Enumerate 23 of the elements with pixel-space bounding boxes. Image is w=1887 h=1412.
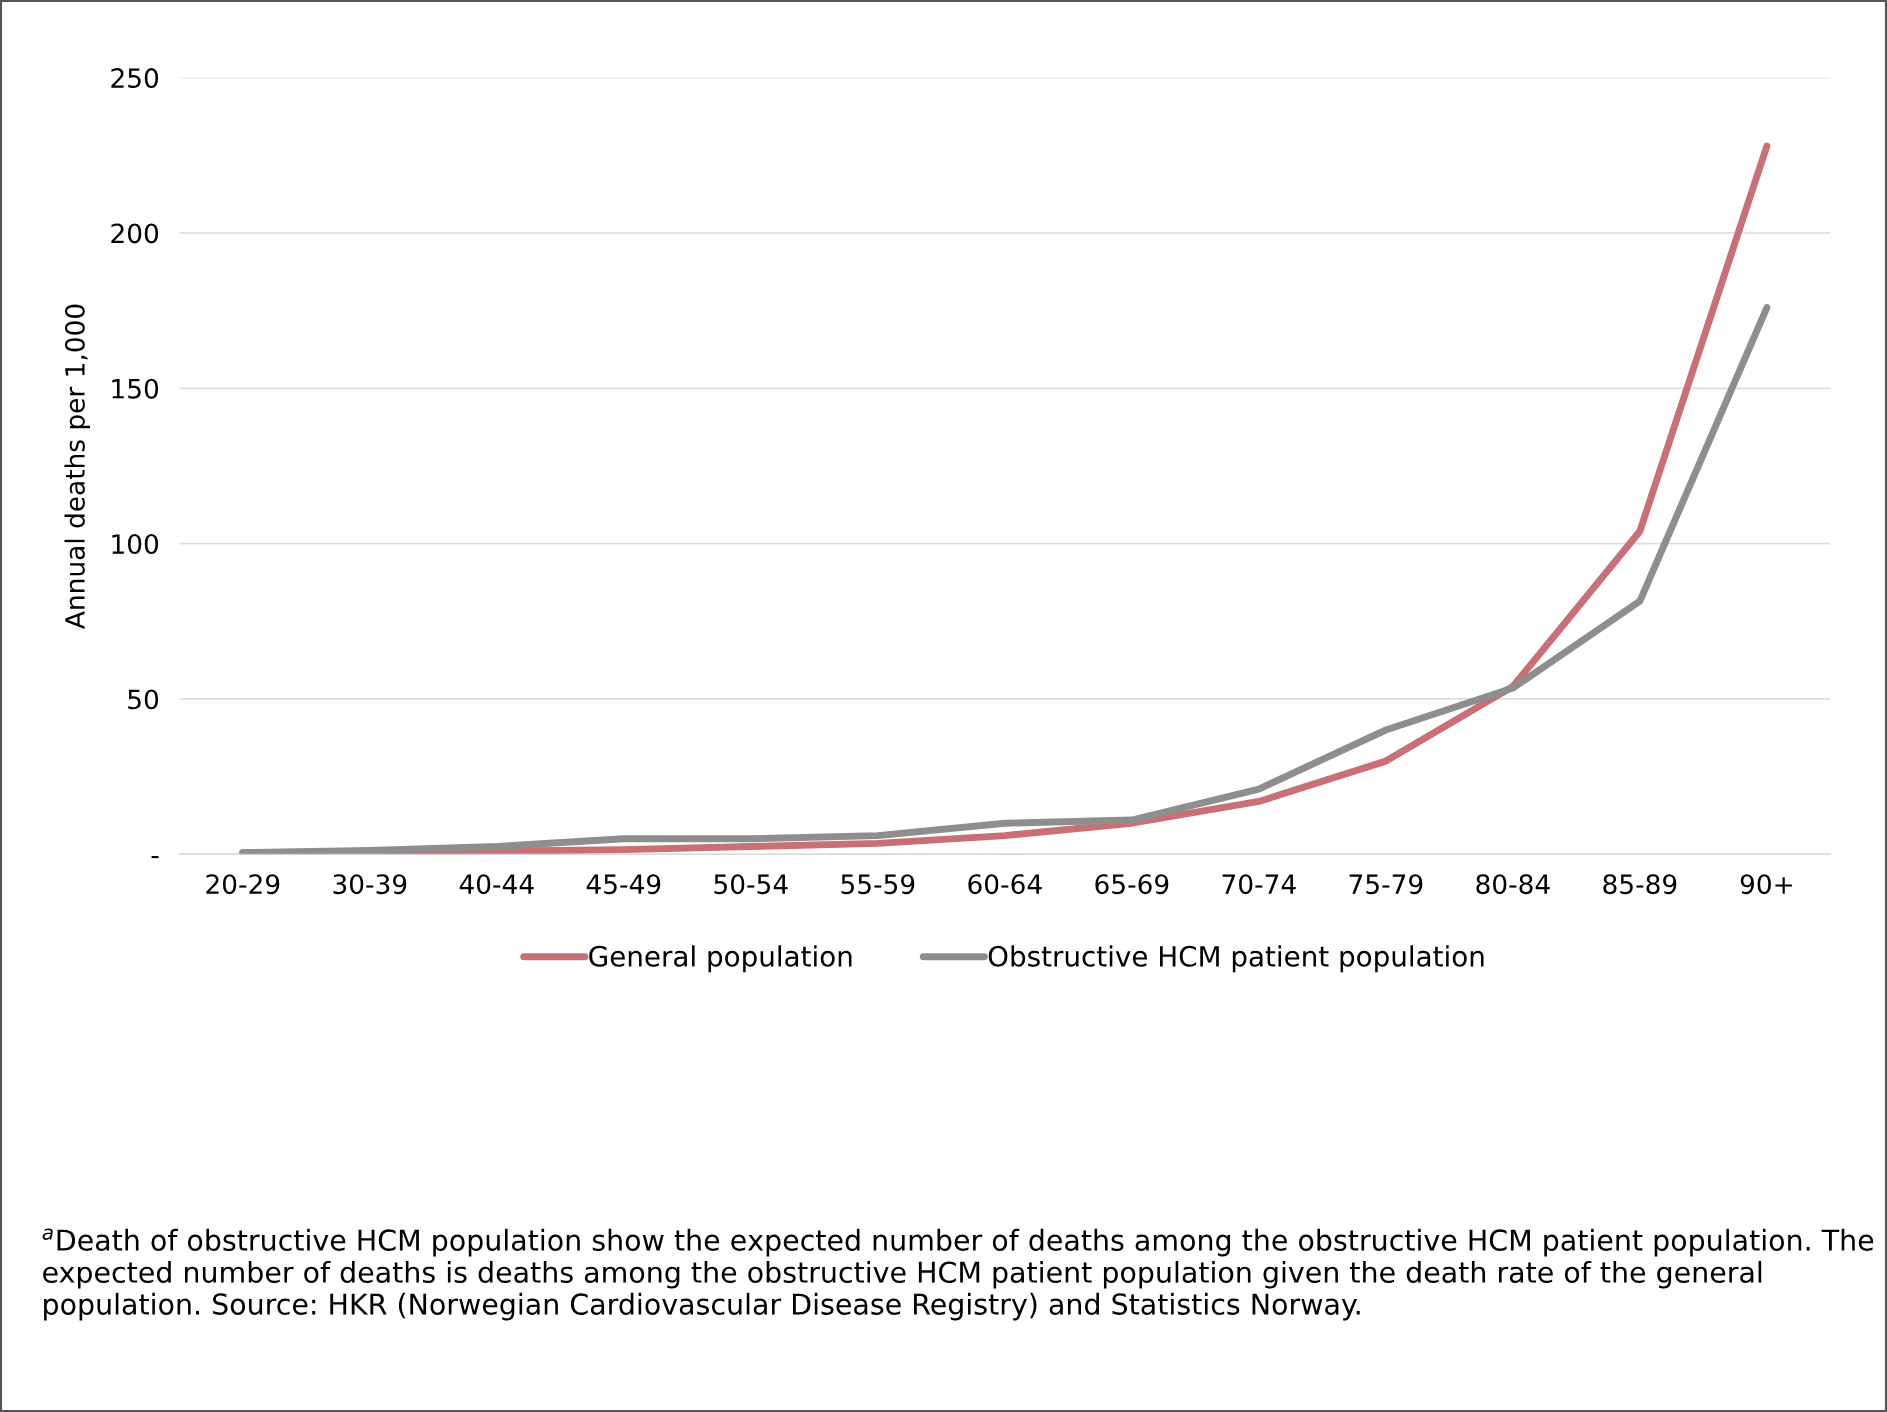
y-tick-label: 250 <box>111 68 159 89</box>
x-tick-label: 40-44 <box>459 874 534 895</box>
y-tick-label: - <box>151 856 159 859</box>
y-tick-label: 50 <box>128 689 159 710</box>
y-tick-label: 150 <box>112 378 159 399</box>
legend-label: Obstructive HCM patient population <box>988 945 1484 973</box>
y-tick-label: 200 <box>111 223 159 244</box>
x-tick-label: 80-84 <box>1476 874 1550 895</box>
x-tick-label: 30-39 <box>333 874 407 895</box>
legend-label: General population <box>589 945 852 973</box>
x-tick-label: 55-59 <box>841 874 915 895</box>
x-tick-label: 60-64 <box>968 874 1042 895</box>
x-tick-label: 50-54 <box>714 874 788 895</box>
x-tick-label: 45-49 <box>586 874 661 895</box>
y-tick-label: 100 <box>112 534 159 555</box>
y-axis-title: Annual deaths per 1,000 <box>64 304 91 629</box>
x-tick-label: 90+ <box>1740 874 1792 895</box>
text: $^{a}$Death of obstructive HCM population show the expected number of deaths among the obstructive HCM patient population. The expected number of deaths is deaths among the obstructive HCM patient population given the death rate of the general population. Source: HKR (Norwegian Cardiovascular Disease Registry) and Statistics Norway. <box>42 1228 1874 1321</box>
x-tick-label: 85-89 <box>1603 874 1677 895</box>
x-tick-label: 20-29 <box>206 874 280 895</box>
x-tick-label: 70-74 <box>1222 874 1296 895</box>
x-tick-label: 65-69 <box>1095 874 1169 895</box>
x-tick-label: 75-79 <box>1349 874 1423 895</box>
